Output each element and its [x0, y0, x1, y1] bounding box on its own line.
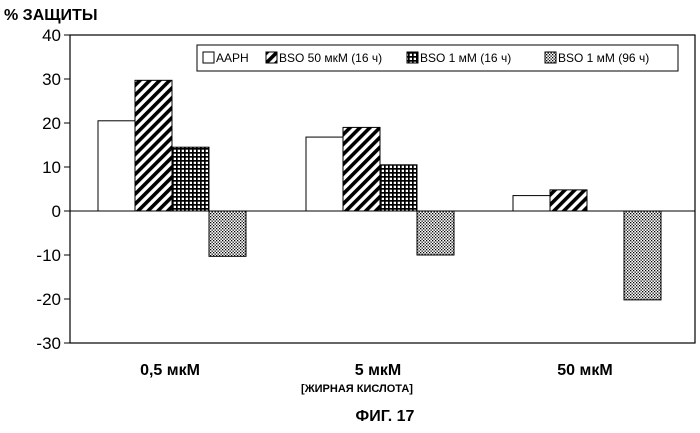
x-category-label: 0,5 мкМ — [140, 362, 200, 379]
y-tick-label: 10 — [42, 158, 61, 177]
y-tick-label: 0 — [52, 202, 61, 221]
x-category-label: 50 мкМ — [557, 362, 612, 379]
y-tick-label: 30 — [42, 70, 61, 89]
bar — [624, 211, 661, 300]
figure-caption: ФИГ. 17 — [356, 408, 415, 425]
legend-swatch — [545, 52, 556, 63]
bar — [135, 80, 172, 211]
y-tick-label: -30 — [36, 334, 61, 353]
x-axis-label: [ЖИРНАЯ КИСЛОТА] — [301, 383, 413, 395]
legend: AAPH BSO 50 мкМ (16 ч) BSO 1 мМ (16 ч) BSO … — [197, 45, 678, 71]
legend-label: BSO 50 мкМ (16 ч) — [279, 51, 382, 65]
bar — [550, 190, 587, 211]
bars — [98, 80, 661, 300]
y-axis-ticks: 40 30 20 10 0 -10 -20 -30 — [36, 26, 70, 353]
x-category-label: 5 мкМ — [355, 362, 402, 379]
legend-label: BSO 1 мМ (96 ч) — [558, 51, 649, 65]
bar — [513, 196, 550, 211]
legend-label: BSO 1 мМ (16 ч) — [420, 51, 511, 65]
bar — [172, 147, 209, 211]
bar — [417, 211, 454, 255]
bar — [306, 137, 343, 211]
y-tick-label: -10 — [36, 246, 61, 265]
bar — [343, 127, 380, 211]
y-tick-label: 20 — [42, 114, 61, 133]
x-axis-category-labels: 0,5 мкМ 5 мкМ 50 мкМ — [140, 362, 613, 379]
legend-label: AAPH — [216, 51, 249, 65]
legend-swatch — [407, 52, 418, 63]
bar — [98, 121, 135, 211]
y-tick-label: 40 — [42, 26, 61, 45]
bar — [209, 211, 246, 256]
y-axis-label: % ЗАЩИТЫ — [4, 7, 98, 24]
legend-swatch — [266, 52, 277, 63]
y-tick-label: -20 — [36, 290, 61, 309]
legend-swatch — [203, 52, 214, 63]
bar — [380, 165, 417, 211]
